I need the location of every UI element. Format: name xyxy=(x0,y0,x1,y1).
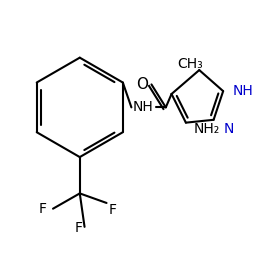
Text: F: F xyxy=(75,221,83,235)
Text: CH₃: CH₃ xyxy=(177,57,203,71)
Text: F: F xyxy=(38,202,46,216)
Text: NH: NH xyxy=(233,84,253,98)
Text: N: N xyxy=(223,122,234,136)
Text: NH₂: NH₂ xyxy=(194,122,220,136)
Text: O: O xyxy=(136,77,148,92)
Text: NH: NH xyxy=(133,100,153,114)
Text: F: F xyxy=(108,203,116,217)
